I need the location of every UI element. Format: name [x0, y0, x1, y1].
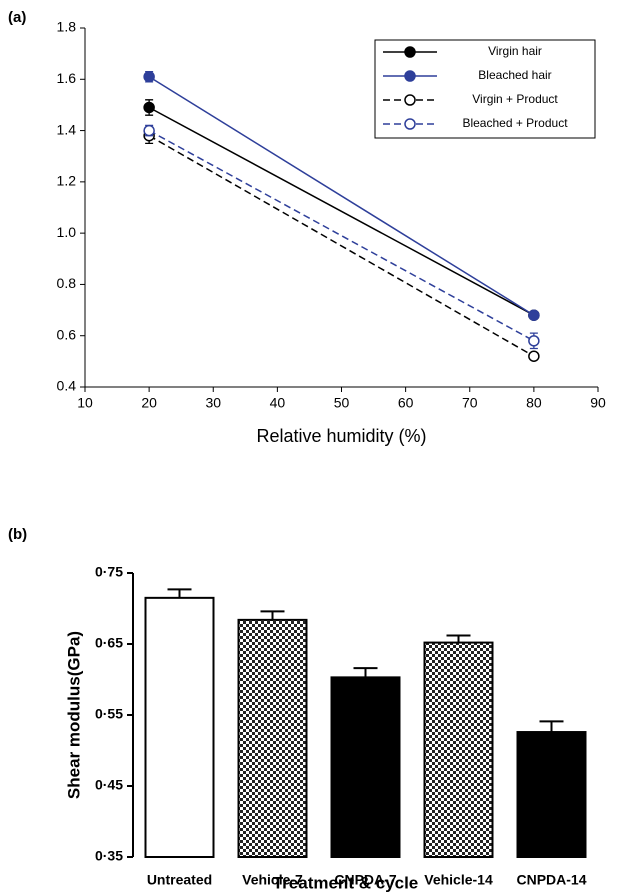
y-tick-label: 1.4	[57, 121, 77, 137]
x-tick-label: Untreated	[147, 872, 212, 888]
y-tick-label: 0·55	[95, 706, 123, 722]
x-tick-label: 90	[590, 395, 606, 411]
error-bar	[446, 634, 471, 643]
y-tick-label: 0.6	[57, 326, 77, 342]
y-tick-label: 0.4	[57, 378, 77, 394]
chart: (b) 0·35 0·45 0·55 0·65 0·75 Untreated Vehicle-…	[8, 526, 587, 892]
x-tick-label: 50	[334, 395, 350, 411]
x-tick-label: 80	[526, 395, 542, 411]
y-tick-label: 1.0	[57, 224, 77, 240]
series-line	[148, 76, 535, 316]
y-tick-label: 0·45	[95, 777, 123, 793]
marker	[528, 335, 540, 347]
legend-label: Bleached hair	[478, 68, 551, 82]
legend-marker	[404, 118, 416, 130]
series-line	[148, 135, 535, 357]
chart: (a) 10 20 30 40 50 60 70 80 90 0.4 0.6 0.8 1.0 1.2 1.4 1…	[8, 9, 606, 446]
x-tick-label: 20	[141, 395, 157, 411]
marker	[143, 70, 155, 83]
legend-marker	[404, 70, 416, 82]
error-bar	[539, 720, 564, 733]
error-bar	[353, 667, 378, 678]
series-line	[148, 106, 535, 316]
legend-marker	[404, 46, 416, 58]
legend-marker	[404, 94, 416, 106]
bar	[144, 596, 215, 858]
series-line	[148, 129, 535, 342]
legend-label: Virgin hair	[488, 44, 542, 58]
y-tick-label: 1.6	[57, 70, 77, 86]
error-bar	[167, 588, 192, 598]
bar	[237, 618, 308, 858]
x-tick-label: 60	[398, 395, 414, 411]
x-tick-label: 30	[205, 395, 221, 411]
marker	[143, 101, 155, 114]
x-tick-label: Vehicle-7	[242, 872, 303, 888]
panel-label: (a)	[8, 9, 26, 26]
y-tick-label: 0·75	[95, 564, 123, 580]
y-tick-label: 0.8	[57, 275, 77, 291]
bar	[423, 641, 494, 859]
x-tick-label: Vehicle-14	[424, 872, 493, 888]
legend-label: Virgin + Product	[472, 92, 558, 106]
x-tick-label: 40	[270, 395, 286, 411]
error-bar	[260, 610, 285, 620]
x-axis-label: Relative humidity (%)	[256, 426, 426, 446]
y-tick-label: 0·35	[95, 848, 123, 864]
x-tick-label: 70	[462, 395, 478, 411]
panel-label: (b)	[8, 526, 27, 543]
x-tick-label: 10	[77, 395, 93, 411]
marker	[143, 124, 155, 137]
y-tick-label: 1.2	[57, 173, 77, 189]
y-axis-label: Shear modulus(GPa)	[64, 631, 83, 799]
y-tick-label: 1.8	[57, 19, 77, 35]
marker	[528, 309, 540, 321]
x-tick-label: CNPDA-7	[334, 872, 396, 888]
y-tick-label: 0·65	[95, 635, 123, 651]
marker	[528, 350, 540, 362]
bar	[516, 731, 587, 858]
x-axis-label: Treatment & cycle	[273, 873, 419, 892]
x-tick-label: CNPDA-14	[516, 872, 586, 888]
legend-label: Bleached + Product	[462, 116, 568, 130]
bar	[330, 676, 401, 858]
